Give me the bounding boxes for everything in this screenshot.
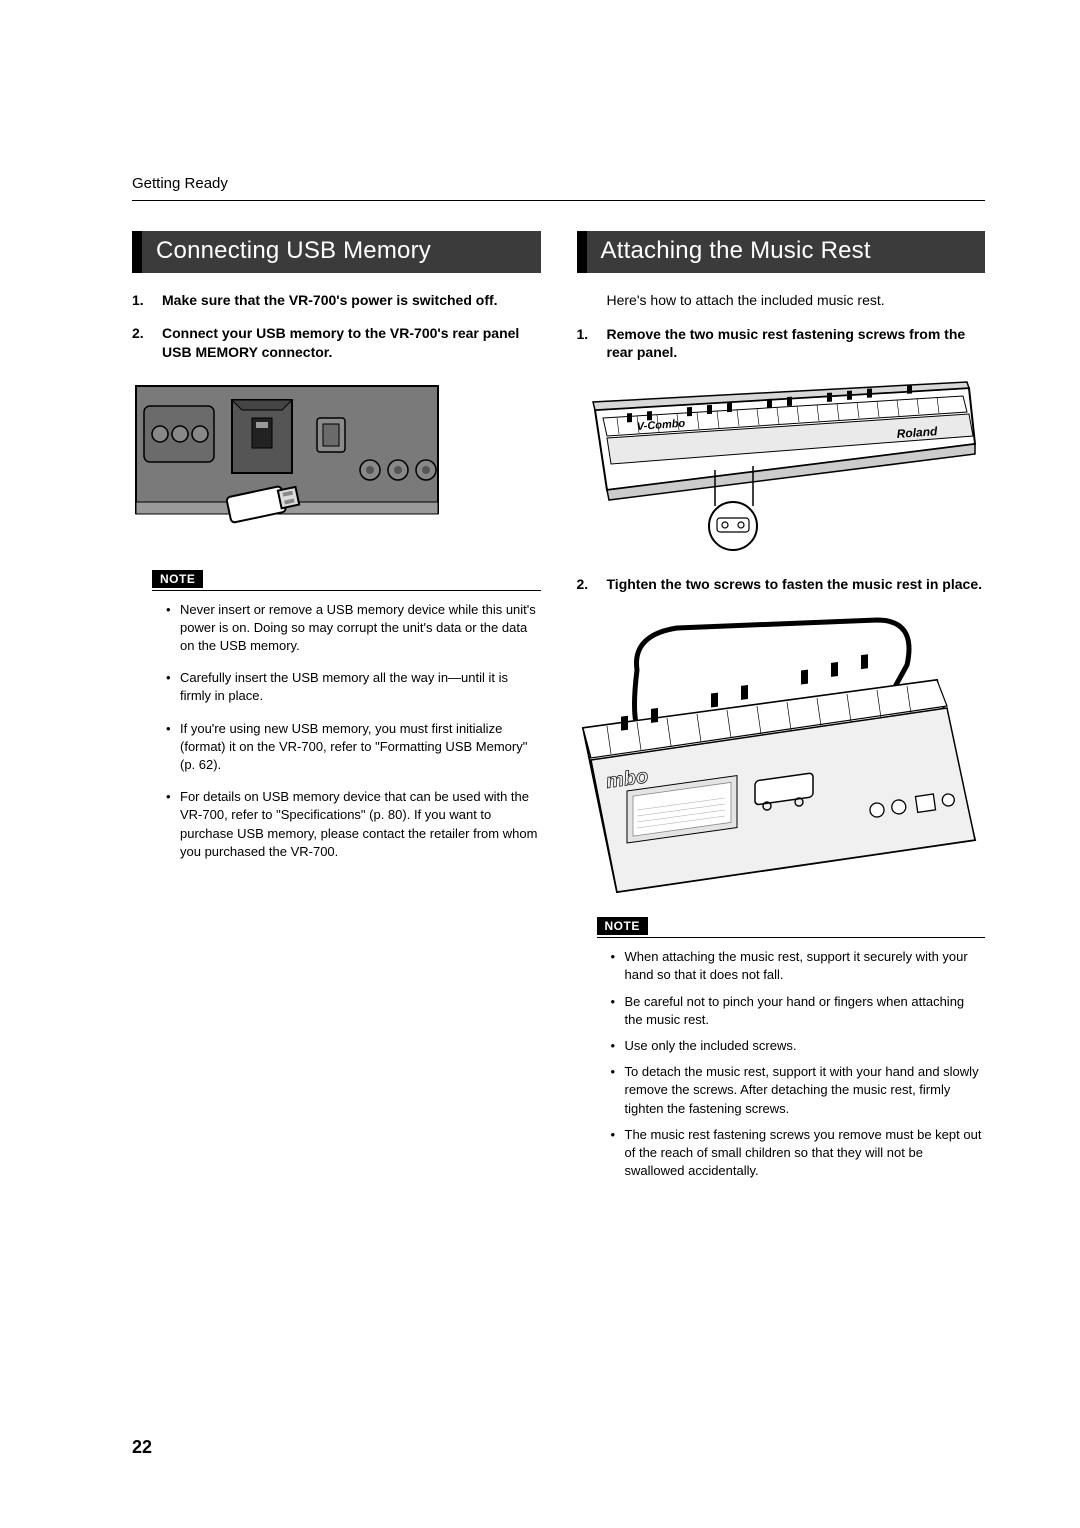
note-block-usb: NOTE Never insert or remove a USB memory…	[132, 570, 541, 861]
note-rule	[597, 937, 986, 938]
figure-keyboard-rear: V-Combo Roland	[577, 378, 986, 553]
right-column: Attaching the Music Rest Here's how to a…	[577, 231, 986, 1188]
music-rest-steps-1: Remove the two music rest fastening scre…	[577, 325, 986, 363]
music-rest-note-list: When attaching the music rest, support i…	[611, 948, 986, 1180]
usb-note-list: Never insert or remove a USB memory devi…	[166, 601, 541, 861]
note-rule	[152, 590, 541, 591]
usb-note-1: Never insert or remove a USB memory devi…	[166, 601, 541, 656]
running-head: Getting Ready	[132, 175, 985, 192]
left-column: Connecting USB Memory Make sure that the…	[132, 231, 541, 1188]
usb-steps: Make sure that the VR-700's power is swi…	[132, 291, 541, 362]
usb-step-1: Make sure that the VR-700's power is swi…	[132, 291, 541, 310]
music-rest-steps-2: Tighten the two screws to fasten the mus…	[577, 575, 986, 594]
keyboard-rear-illustration: V-Combo Roland	[577, 378, 977, 553]
music-rest-note-5: The music rest fastening screws you remo…	[611, 1126, 986, 1181]
manual-page: Getting Ready Connecting USB Memory Make…	[0, 0, 1080, 1528]
figure-music-rest-attached: mbo	[577, 610, 986, 895]
note-block-music-rest: NOTE When attaching the music rest, supp…	[577, 917, 986, 1180]
note-label: NOTE	[597, 917, 648, 935]
music-rest-note-4: To detach the music rest, support it wit…	[611, 1063, 986, 1118]
music-rest-note-3: Use only the included screws.	[611, 1037, 986, 1055]
music-rest-note-2: Be careful not to pinch your hand or fin…	[611, 993, 986, 1029]
usb-step-2: Connect your USB memory to the VR-700's …	[132, 324, 541, 362]
two-column-layout: Connecting USB Memory Make sure that the…	[132, 231, 985, 1188]
note-label: NOTE	[152, 570, 203, 588]
music-rest-intro: Here's how to attach the included music …	[577, 291, 986, 311]
head-rule	[132, 200, 985, 201]
page-number: 22	[132, 1437, 152, 1458]
section-title-usb: Connecting USB Memory	[132, 231, 541, 273]
usb-note-3: If you're using new USB memory, you must…	[166, 720, 541, 775]
usb-note-4: For details on USB memory device that ca…	[166, 788, 541, 861]
section-title-music-rest: Attaching the Music Rest	[577, 231, 986, 273]
svg-text:Roland: Roland	[896, 425, 938, 442]
music-rest-step-1: Remove the two music rest fastening scre…	[577, 325, 986, 363]
usb-connector-illustration	[132, 378, 442, 548]
usb-note-2: Carefully insert the USB memory all the …	[166, 669, 541, 705]
music-rest-attached-illustration: mbo	[577, 610, 977, 895]
music-rest-note-1: When attaching the music rest, support i…	[611, 948, 986, 984]
figure-usb-connector	[132, 378, 541, 548]
music-rest-step-2: Tighten the two screws to fasten the mus…	[577, 575, 986, 594]
